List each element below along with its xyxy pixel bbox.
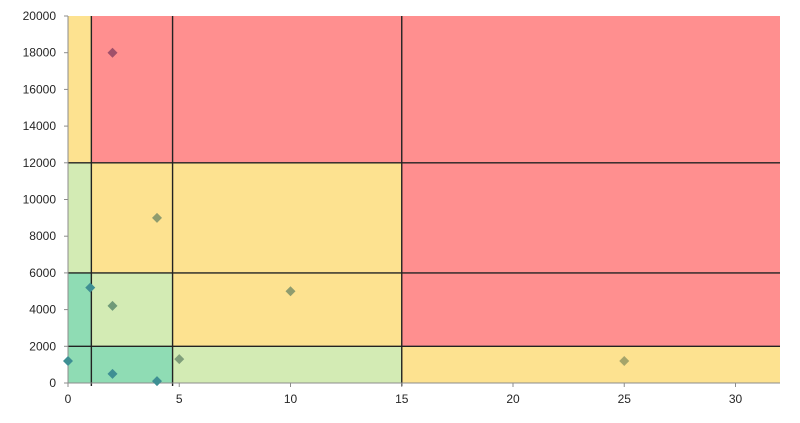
x-tick-label-10: 10 <box>284 392 298 406</box>
y-tick-label-8000: 8000 <box>29 229 56 243</box>
points-layer <box>63 47 630 387</box>
data-point-0 <box>63 355 73 366</box>
zone-yellow-3 <box>68 162 402 273</box>
y-tick-label-16000: 16000 <box>23 82 57 96</box>
zone-green-8 <box>68 272 92 347</box>
y-tick-label-14000: 14000 <box>23 119 57 133</box>
zone-lightgreen-4 <box>68 162 92 273</box>
y-tick-label-0: 0 <box>49 376 56 390</box>
data-point-1 <box>85 282 96 293</box>
y-tick-label-20000: 20000 <box>23 9 57 23</box>
y-tick-label-4000: 4000 <box>29 303 56 317</box>
x-tick-label-15: 15 <box>395 392 409 406</box>
data-point-2 <box>107 47 118 58</box>
data-point-9 <box>619 355 630 366</box>
data-point-6 <box>152 376 162 387</box>
zone-green-11 <box>68 346 173 383</box>
zones-layer <box>68 16 780 383</box>
x-tick-label-20: 20 <box>506 392 520 406</box>
data-point-4 <box>107 368 118 379</box>
x-tick-label-5: 5 <box>176 392 183 406</box>
x-tick-label-25: 25 <box>618 392 632 406</box>
dividers-layer <box>68 16 780 386</box>
y-tick-label-2000: 2000 <box>29 339 56 353</box>
zone-yellow-1 <box>68 16 92 163</box>
y-tick-label-6000: 6000 <box>29 266 56 280</box>
data-point-7 <box>174 354 185 365</box>
zone-red-0 <box>68 16 780 163</box>
data-point-8 <box>285 286 296 297</box>
y-tick-label-12000: 12000 <box>23 156 57 170</box>
y-tick-label-18000: 18000 <box>23 46 57 60</box>
axes-layer: 0 2000 4000 6000 8000 10000 12000 14000 16000 180… <box>23 9 780 406</box>
x-tick-label-30: 30 <box>729 392 743 406</box>
data-point-5 <box>152 212 162 223</box>
x-tick-label-0: 0 <box>65 392 72 406</box>
y-tick-label-10000: 10000 <box>23 193 57 207</box>
data-point-3 <box>107 300 118 311</box>
